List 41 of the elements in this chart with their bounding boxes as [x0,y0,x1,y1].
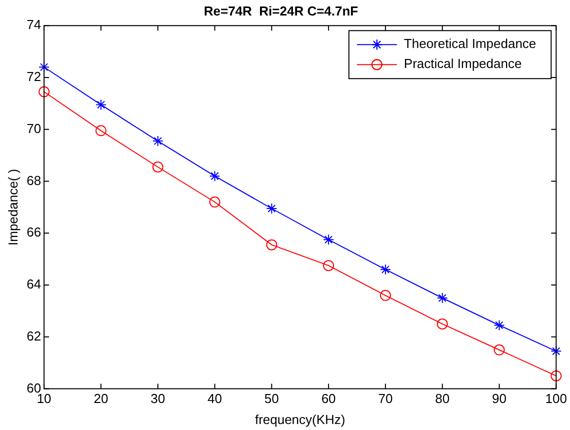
point [494,344,505,356]
point [209,196,220,208]
y-tick-label: 68 [26,172,42,188]
point [436,292,448,304]
legend-label: Practical Impedance [404,56,522,72]
x-axis-title: frequency(KHz) [254,412,346,427]
x-tick-label: 100 [545,391,568,406]
point [323,234,334,246]
y-tick-label: 72 [26,69,42,84]
point [266,239,278,250]
y-axis-title: Impedance( ) [5,168,20,246]
point [152,136,164,147]
y-tick-label: 70 [26,120,42,136]
point [550,370,562,382]
x-tick-label: 70 [378,391,393,406]
point [323,260,334,272]
x-tick-label: 30 [150,391,166,406]
x-tick-label: 20 [94,391,108,406]
x-tick-label: 40 [208,391,222,406]
point [95,125,106,136]
point [152,161,164,172]
point [266,202,278,214]
point [380,290,391,301]
x-tick-label: 90 [492,391,506,406]
x-tick-label: 50 [264,391,279,406]
point [436,318,448,330]
x-tick-label: 60 [321,391,336,406]
y-tick-label: 74 [26,17,42,32]
y-tick-label: 62 [26,328,42,344]
legend-label: Theoretical Impedance [404,36,536,52]
x-tick-label: 80 [435,391,450,406]
point [209,170,220,182]
point [550,346,562,357]
y-tick-label: 64 [26,276,42,292]
y-tick-label: 66 [26,224,42,240]
point [494,320,505,331]
point [380,264,391,275]
chart-title: Re=74R Ri=24R C=4.7nF [204,3,358,18]
point [38,86,50,98]
point [38,62,50,73]
point [95,99,106,110]
